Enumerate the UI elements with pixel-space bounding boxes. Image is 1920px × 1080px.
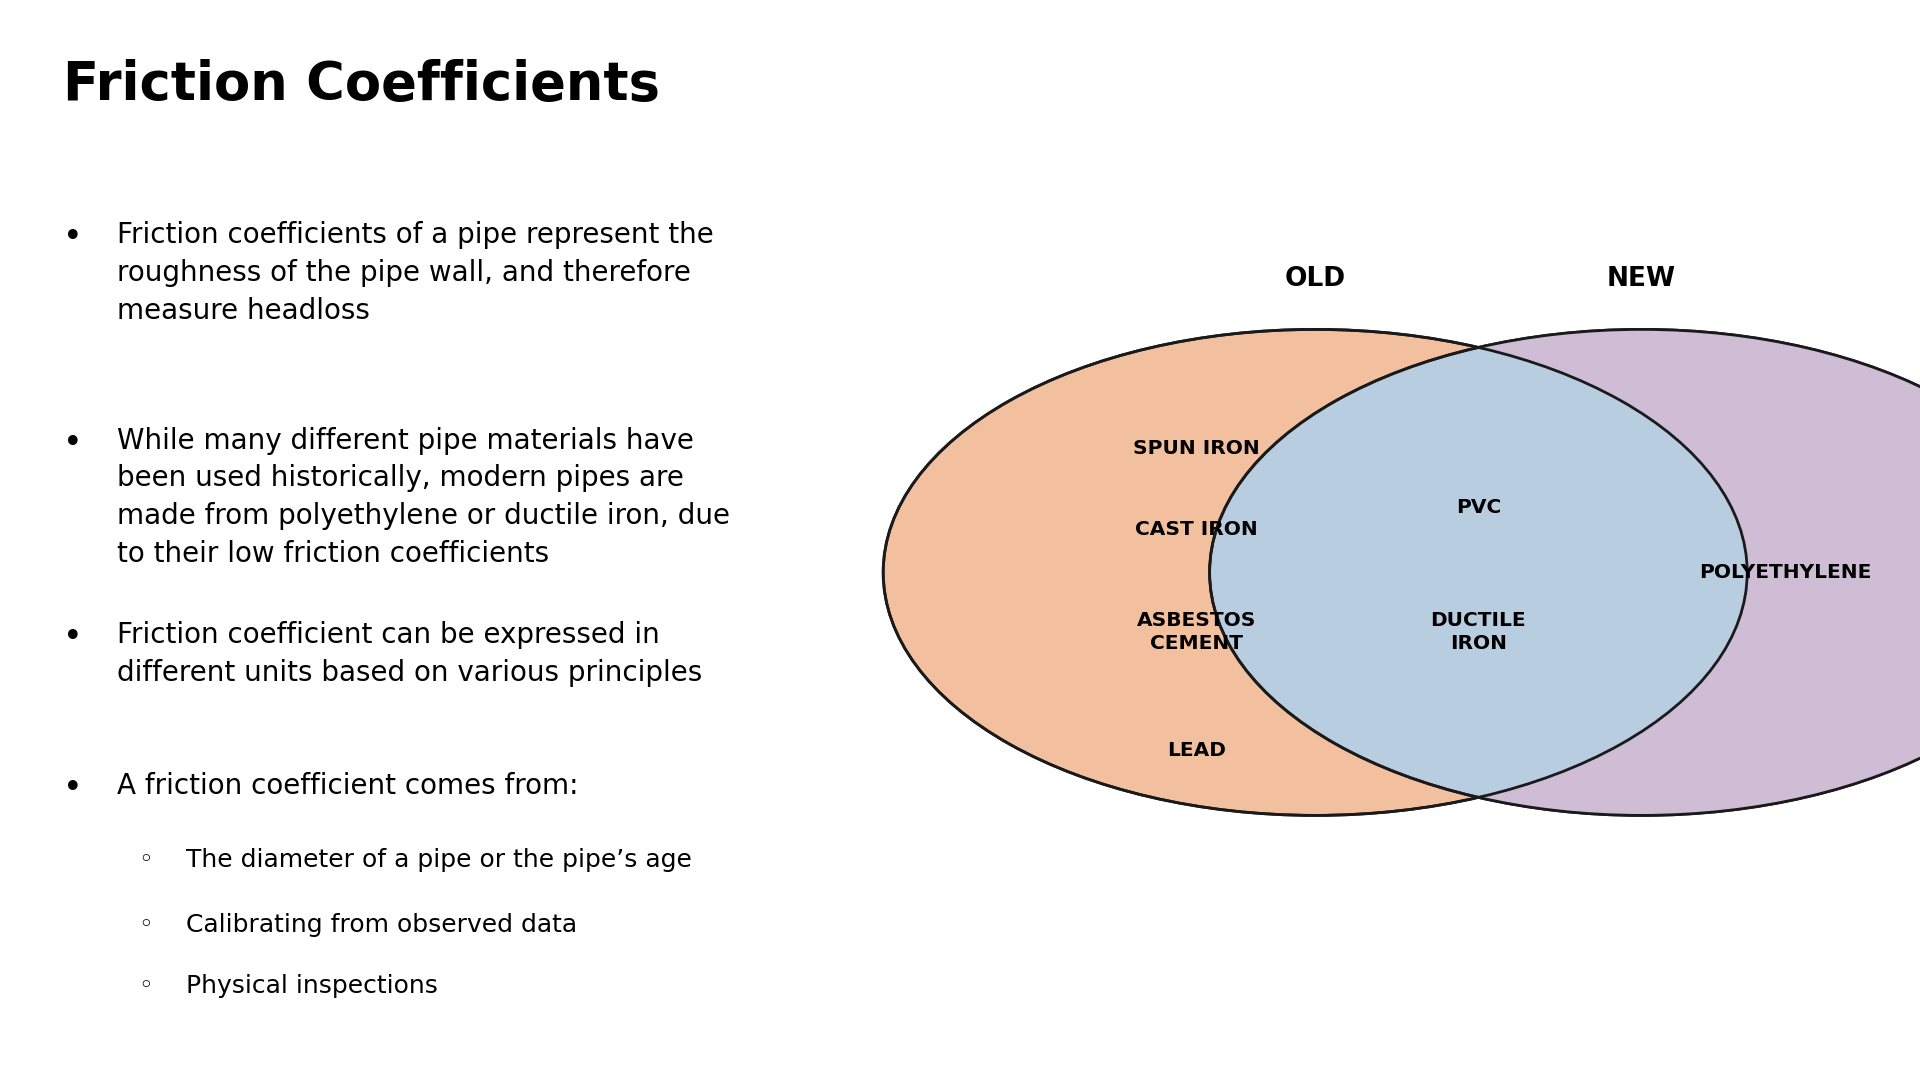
Text: Calibrating from observed data: Calibrating from observed data — [186, 913, 578, 936]
Text: A friction coefficient comes from:: A friction coefficient comes from: — [117, 772, 578, 800]
Text: While many different pipe materials have
been used historically, modern pipes ar: While many different pipe materials have… — [117, 427, 730, 568]
Text: CAST IRON: CAST IRON — [1135, 519, 1258, 539]
Text: ◦: ◦ — [138, 974, 154, 998]
Text: Friction coefficients of a pipe represent the
roughness of the pipe wall, and th: Friction coefficients of a pipe represen… — [117, 221, 714, 325]
Text: DUCTILE
IRON: DUCTILE IRON — [1430, 611, 1526, 652]
Text: •: • — [63, 221, 83, 255]
Text: POLYETHYLENE: POLYETHYLENE — [1699, 563, 1872, 582]
Text: Physical inspections: Physical inspections — [186, 974, 438, 998]
Text: The diameter of a pipe or the pipe’s age: The diameter of a pipe or the pipe’s age — [186, 848, 691, 872]
Text: •: • — [63, 772, 83, 806]
Polygon shape — [1478, 329, 1920, 815]
Text: ◦: ◦ — [138, 913, 154, 936]
Text: •: • — [63, 621, 83, 654]
Text: OLD: OLD — [1284, 266, 1346, 292]
Text: PVC: PVC — [1455, 498, 1501, 517]
Text: LEAD: LEAD — [1167, 741, 1225, 760]
Text: SPUN IRON: SPUN IRON — [1133, 438, 1260, 458]
Text: •: • — [63, 427, 83, 460]
Circle shape — [1210, 329, 1920, 815]
Text: Friction coefficient can be expressed in
different units based on various princi: Friction coefficient can be expressed in… — [117, 621, 703, 687]
Text: NEW: NEW — [1607, 266, 1676, 292]
Text: Friction Coefficients: Friction Coefficients — [63, 59, 660, 111]
Text: ASBESTOS
CEMENT: ASBESTOS CEMENT — [1137, 611, 1256, 652]
Circle shape — [883, 329, 1747, 815]
Text: ◦: ◦ — [138, 848, 154, 872]
